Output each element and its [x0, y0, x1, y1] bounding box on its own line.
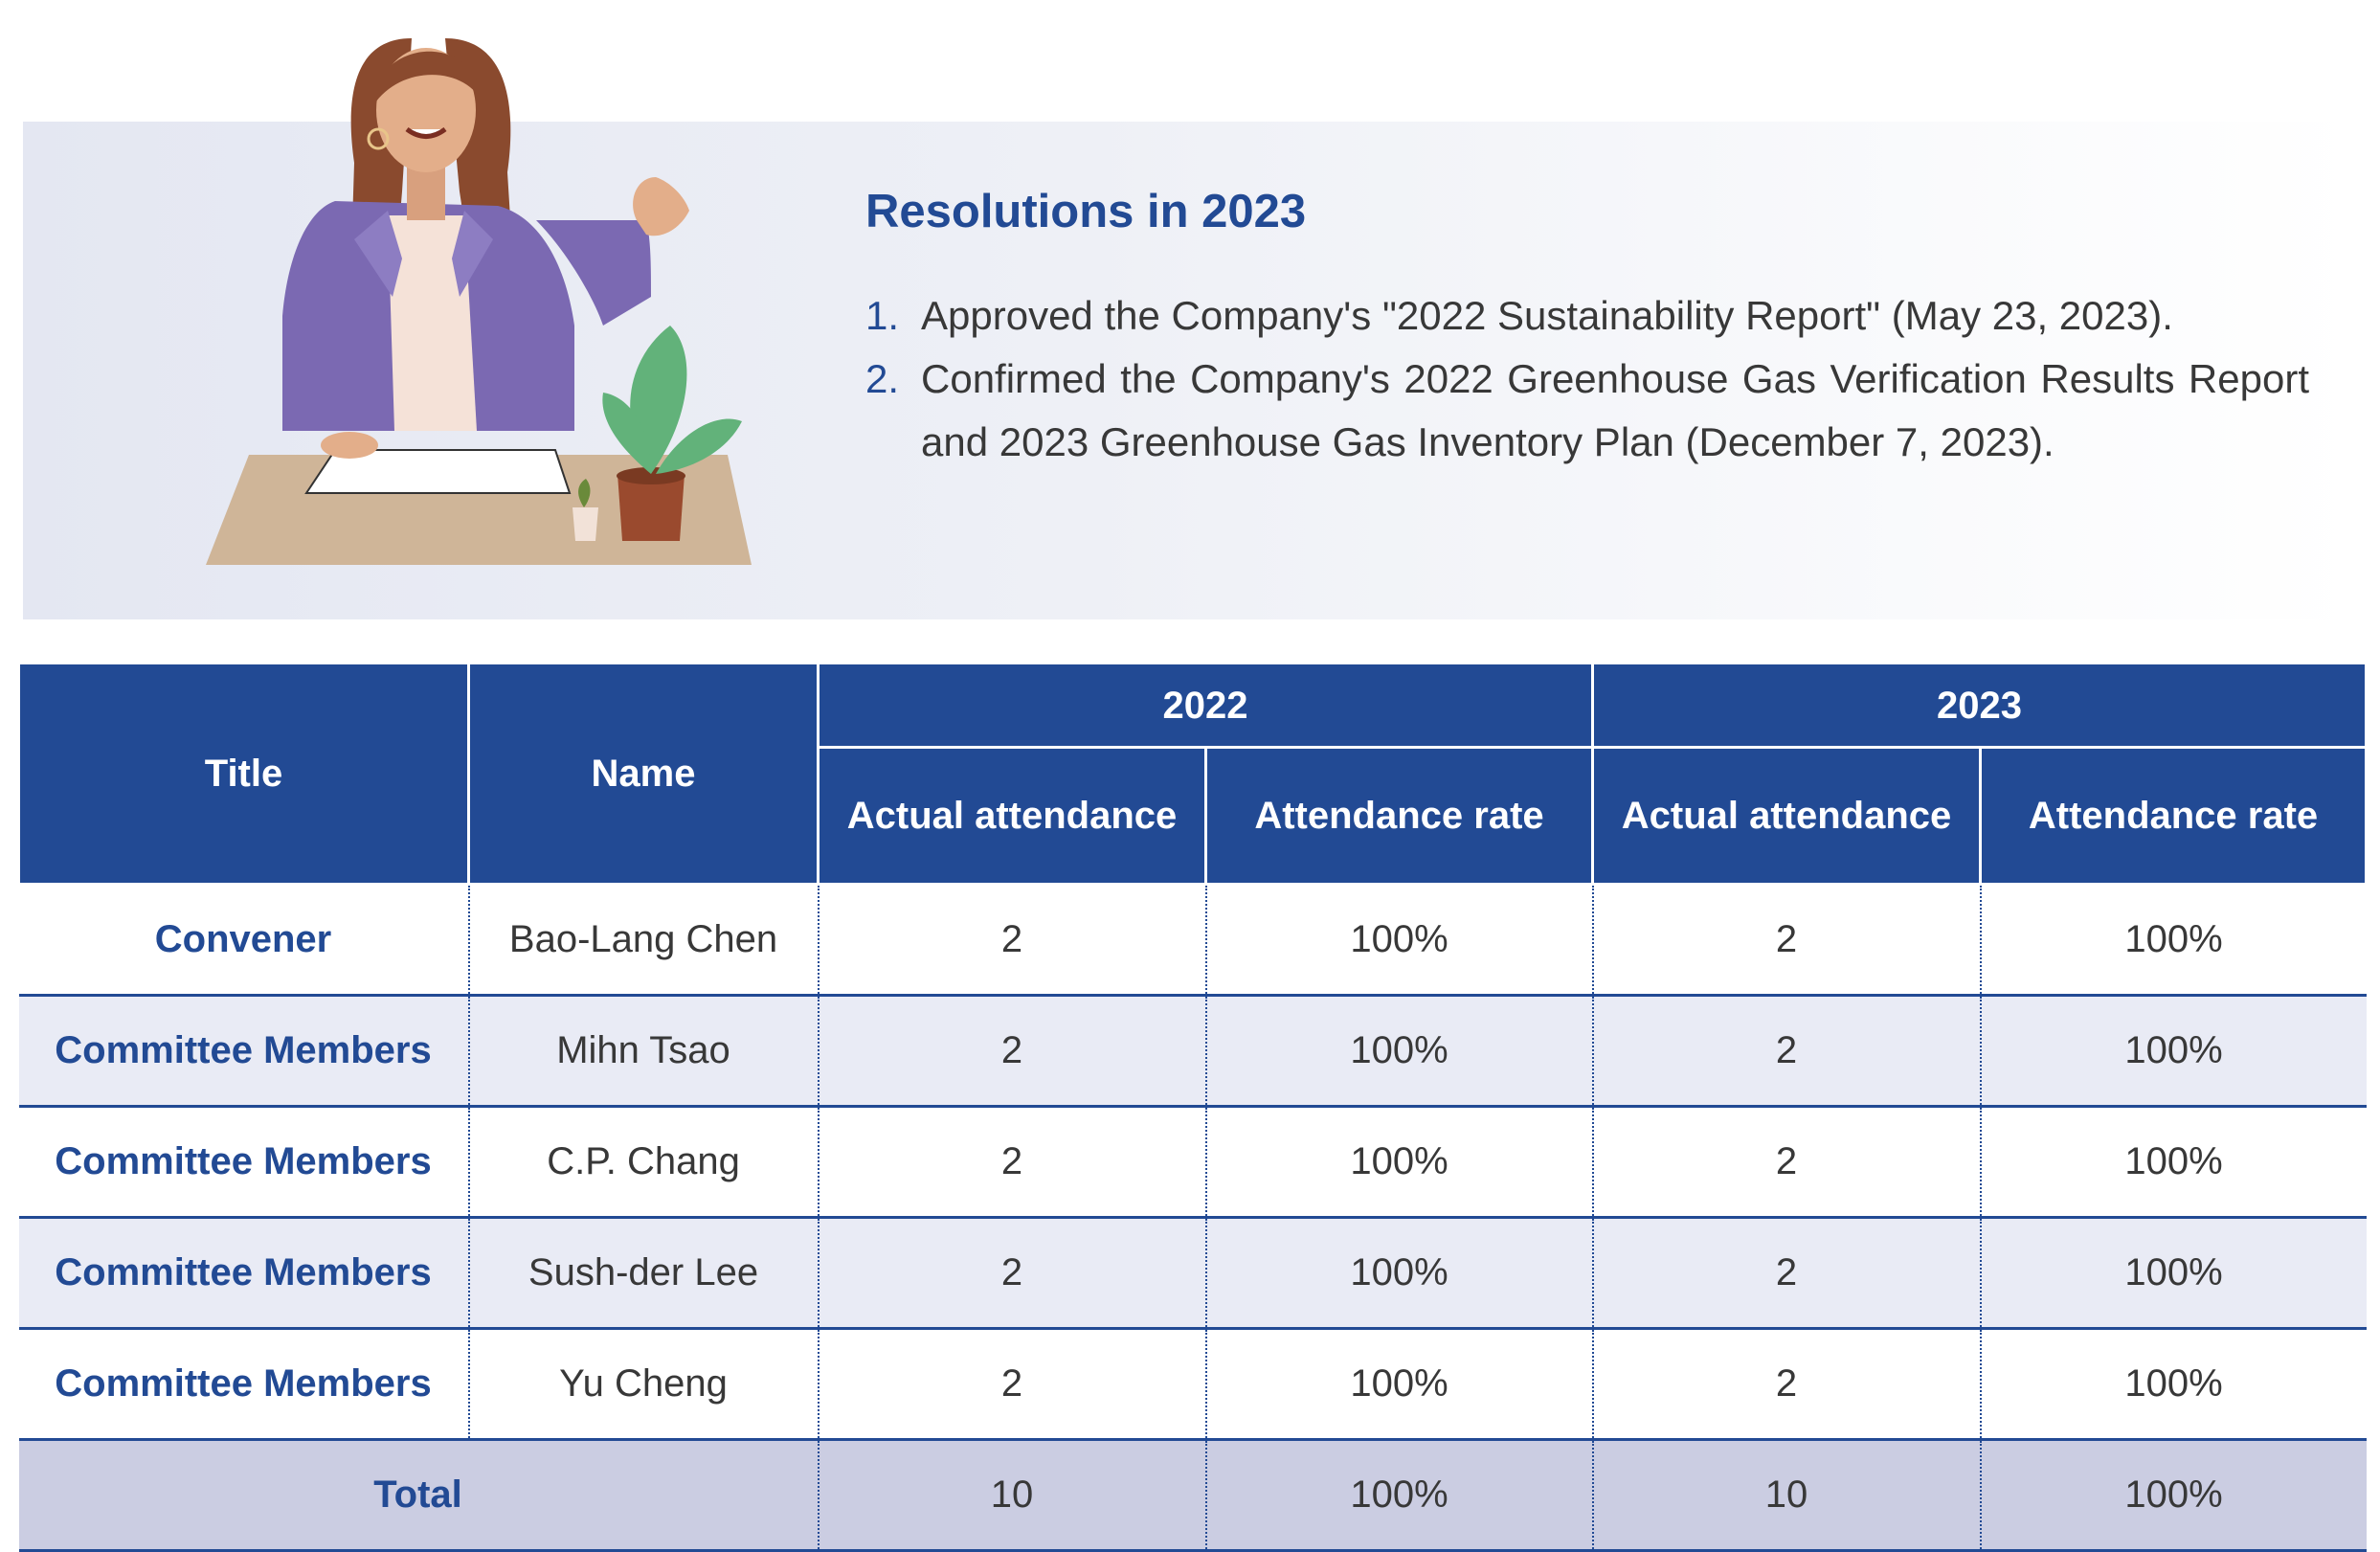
attendance-table: Title Name 2022 2023 Actual attendance A…	[17, 662, 2369, 1552]
total-label: Total	[18, 1439, 820, 1552]
header-attendance-rate-2022: Attendance rate	[1203, 746, 1595, 886]
cell-actual-2023: 2	[1591, 1106, 1982, 1219]
resolution-item: 1. Approved the Company's "2022 Sustaina…	[865, 284, 2309, 348]
cell-rate-2022: 100%	[1204, 1328, 1594, 1441]
cell-rate-2023: 100%	[1979, 1328, 2367, 1441]
total-row: Total 10 100% 10 100%	[18, 1439, 2367, 1552]
cell-rate-2023: 100%	[1979, 995, 2367, 1108]
cell-name: Bao-Lang Chen	[467, 884, 820, 997]
cell-name: Yu Cheng	[467, 1328, 820, 1441]
cell-title: Convener	[18, 884, 470, 997]
resolution-number: 1.	[865, 292, 900, 338]
resolutions-list: 1. Approved the Company's "2022 Sustaina…	[865, 284, 2309, 474]
total-rate-2022: 100%	[1204, 1439, 1594, 1552]
table-row: Committee Members Mihn Tsao 2 100% 2 100…	[18, 995, 2367, 1108]
cell-title: Committee Members	[18, 1328, 470, 1441]
header-attendance-rate-2023: Attendance rate	[1979, 746, 2369, 886]
header-name: Name	[467, 662, 820, 886]
cell-rate-2023: 100%	[1979, 884, 2367, 997]
cell-rate-2023: 100%	[1979, 1106, 2367, 1219]
cell-rate-2022: 100%	[1204, 1217, 1594, 1330]
cell-name: Sush-der Lee	[467, 1217, 820, 1330]
cell-title: Committee Members	[18, 1106, 470, 1219]
header-year-2022: 2022	[816, 662, 1595, 749]
total-actual-2022: 10	[817, 1439, 1207, 1552]
total-actual-2023: 10	[1591, 1439, 1982, 1552]
table-row: Convener Bao-Lang Chen 2 100% 2 100%	[18, 884, 2367, 997]
cell-actual-2022: 2	[817, 1217, 1207, 1330]
cell-title: Committee Members	[18, 1217, 470, 1330]
cell-actual-2023: 2	[1591, 884, 1982, 997]
cell-title: Committee Members	[18, 995, 470, 1108]
resolutions-title: Resolutions in 2023	[865, 186, 1307, 237]
woman-at-desk-illustration	[206, 38, 752, 565]
resolution-text: Confirmed the Company's 2022 Greenhouse …	[921, 355, 2309, 464]
header-year-2023: 2023	[1591, 662, 2369, 749]
cell-actual-2022: 2	[817, 995, 1207, 1108]
resolution-item: 2. Confirmed the Company's 2022 Greenhou…	[865, 348, 2309, 474]
total-rate-2023: 100%	[1979, 1439, 2367, 1552]
cell-rate-2022: 100%	[1204, 884, 1594, 997]
resolution-number: 2.	[865, 355, 900, 401]
table-row: Committee Members Sush-der Lee 2 100% 2 …	[18, 1217, 2367, 1330]
cell-actual-2023: 2	[1591, 1328, 1982, 1441]
header-actual-attendance-2022: Actual attendance	[817, 746, 1207, 886]
resolutions-section: Resolutions in 2023 1. Approved the Comp…	[865, 186, 2309, 474]
cell-rate-2023: 100%	[1979, 1217, 2367, 1330]
cell-rate-2022: 100%	[1204, 995, 1594, 1108]
table-row: Committee Members Yu Cheng 2 100% 2 100%	[18, 1328, 2367, 1441]
cell-actual-2023: 2	[1591, 1217, 1982, 1330]
cell-actual-2022: 2	[817, 884, 1207, 997]
header-title: Title	[17, 662, 470, 886]
cell-actual-2023: 2	[1591, 995, 1982, 1108]
header-actual-attendance-2023: Actual attendance	[1591, 746, 1983, 886]
cell-actual-2022: 2	[817, 1328, 1207, 1441]
resolution-text: Approved the Company's "2022 Sustainabil…	[921, 292, 2173, 338]
table-row: Committee Members C.P. Chang 2 100% 2 10…	[18, 1106, 2367, 1219]
cell-name: Mihn Tsao	[467, 995, 820, 1108]
cell-actual-2022: 2	[817, 1106, 1207, 1219]
cell-name: C.P. Chang	[467, 1106, 820, 1219]
cell-rate-2022: 100%	[1204, 1106, 1594, 1219]
